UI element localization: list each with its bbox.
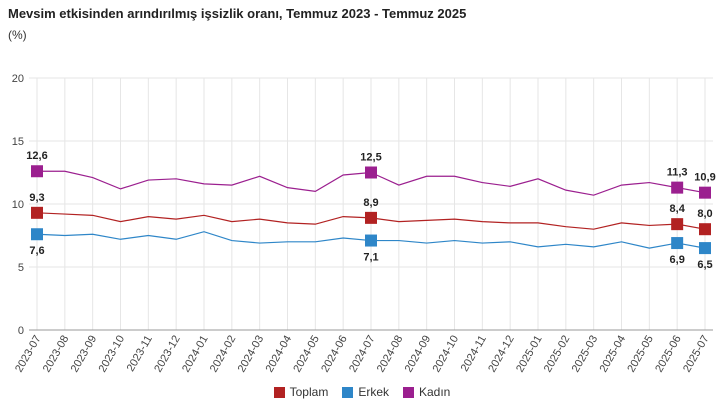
- data-marker: [671, 181, 684, 194]
- data-marker: [365, 166, 377, 179]
- x-tick-label: 2023-09: [69, 334, 100, 375]
- y-tick-label: 0: [18, 325, 24, 337]
- data-marker: [699, 223, 711, 236]
- data-label: 12,5: [360, 152, 381, 164]
- data-label: 7,1: [363, 252, 378, 264]
- x-tick-label: 2024-04: [264, 334, 295, 375]
- x-tick-label: 2024-03: [236, 334, 267, 375]
- x-tick-label: 2024-08: [375, 334, 406, 375]
- y-axis-unit: (%): [8, 28, 27, 42]
- data-label: 7,6: [29, 245, 44, 257]
- x-tick-label: 2025-03: [570, 334, 601, 375]
- data-marker: [31, 228, 43, 241]
- data-label: 8,0: [697, 208, 712, 220]
- legend: Toplam Erkek Kadın: [0, 385, 724, 399]
- data-label: 6,5: [697, 259, 712, 271]
- data-marker: [671, 218, 684, 231]
- x-tick-label: 2024-02: [208, 334, 239, 375]
- x-tick-label: 2025-02: [542, 334, 573, 375]
- data-label: 9,3: [29, 192, 44, 204]
- x-tick-label: 2024-07: [347, 334, 378, 375]
- x-tick-label: 2023-12: [152, 334, 183, 375]
- x-tick-label: 2025-01: [514, 334, 545, 375]
- data-label: 10,9: [694, 172, 715, 184]
- data-label: 6,9: [670, 254, 685, 266]
- x-tick-label: 2024-09: [403, 334, 434, 375]
- data-marker: [699, 186, 711, 199]
- x-tick-label: 2025-04: [598, 334, 629, 375]
- data-marker: [699, 242, 711, 255]
- y-tick-label: 10: [12, 199, 24, 211]
- legend-swatch: [273, 386, 285, 398]
- legend-item-erkek[interactable]: Erkek: [342, 385, 389, 399]
- legend-swatch: [403, 386, 414, 398]
- data-label: 8,4: [670, 203, 686, 215]
- x-tick-label: 2025-06: [653, 334, 684, 375]
- x-tick-label: 2023-07: [13, 334, 44, 375]
- x-tick-label: 2023-11: [125, 334, 155, 374]
- data-marker: [31, 206, 43, 219]
- legend-label: Kadın: [419, 385, 451, 399]
- legend-swatch: [342, 386, 354, 398]
- x-tick-label: 2024-10: [431, 334, 462, 375]
- x-tick-label: 2024-06: [319, 334, 350, 375]
- data-marker: [31, 165, 43, 178]
- data-marker: [365, 211, 377, 224]
- chart-title: Mevsim etkisinden arındırılmış işsizlik …: [8, 6, 467, 21]
- legend-item-kadin[interactable]: Kadın: [403, 385, 450, 399]
- x-tick-label: 2025-07: [681, 334, 712, 375]
- legend-label: Toplam: [289, 385, 329, 399]
- x-tick-label: 2024-11: [459, 334, 489, 374]
- y-tick-label: 15: [12, 136, 24, 148]
- x-tick-label: 2025-05: [625, 334, 656, 375]
- x-tick-label: 2024-05: [291, 334, 322, 375]
- legend-item-toplam[interactable]: Toplam: [273, 385, 329, 399]
- x-tick-label: 2023-08: [41, 334, 72, 375]
- data-marker: [365, 234, 377, 247]
- data-marker: [671, 237, 684, 250]
- legend-label: Erkek: [358, 385, 389, 399]
- data-label: 11,3: [667, 167, 688, 179]
- x-tick-label: 2024-12: [486, 334, 517, 375]
- data-label: 12,6: [26, 150, 47, 162]
- y-tick-label: 5: [18, 262, 24, 274]
- x-tick-label: 2023-10: [97, 334, 128, 375]
- data-label: 8,9: [363, 197, 378, 209]
- x-tick-label: 2024-01: [180, 334, 211, 375]
- y-tick-label: 20: [12, 73, 24, 85]
